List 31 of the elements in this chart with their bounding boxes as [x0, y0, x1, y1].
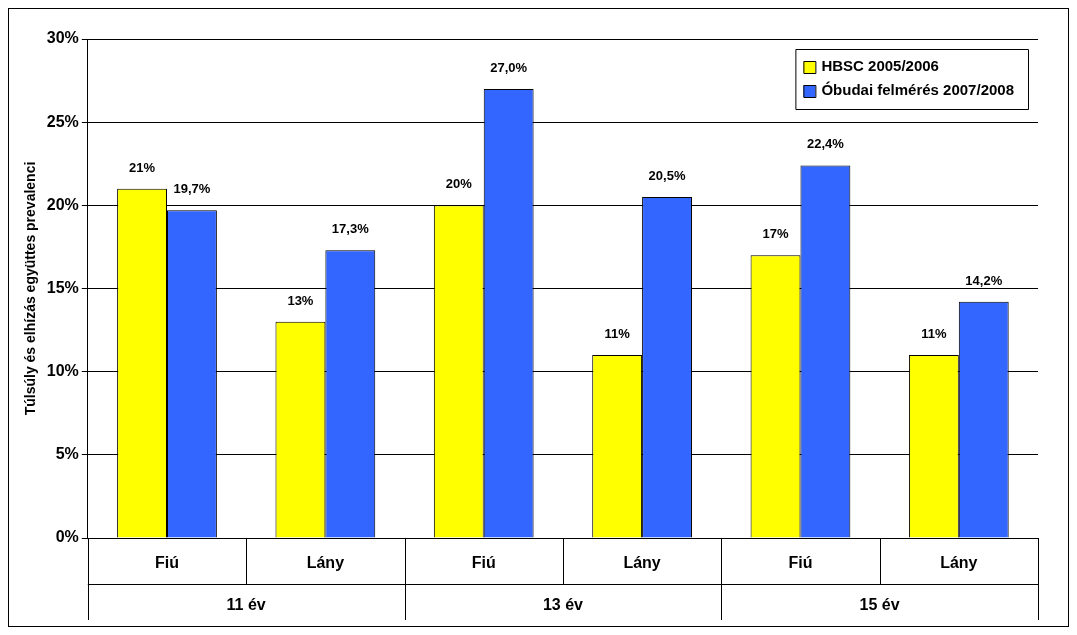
x-tick-label: Lány: [623, 554, 661, 572]
legend-label: HBSC 2005/2006: [821, 57, 939, 75]
x-tick-label: Fiú: [155, 554, 179, 572]
y-tick-label: 0%: [55, 528, 79, 546]
data-label: 14,2%: [965, 272, 1003, 288]
data-label: 17,3%: [331, 221, 370, 237]
data-label: 17%: [762, 226, 789, 242]
x-tick-label: Fiú: [788, 554, 813, 572]
data-label: 13%: [287, 292, 314, 308]
data-label: 19,7%: [173, 181, 211, 197]
data-label: 11%: [604, 326, 631, 342]
x-tick-label: Lány: [940, 554, 978, 572]
text: 13 év: [542, 596, 584, 614]
y-tick-label: 15%: [46, 278, 79, 296]
y-tick-label: 10%: [46, 362, 79, 380]
y-tick-label: 20%: [46, 195, 79, 213]
text: 15 év: [859, 596, 900, 614]
text: 11 év: [226, 596, 266, 614]
data-label: 11%: [921, 326, 947, 342]
data-label: 20%: [445, 176, 473, 192]
legend-label: Óbudai felmérés 2007/2008: [821, 81, 1015, 99]
data-label: 21%: [129, 159, 156, 175]
data-label: 22,4%: [806, 136, 845, 152]
y-tick-label: 25%: [46, 112, 79, 130]
x-tick-label: Fiú: [471, 554, 496, 572]
data-label: 27,0%: [490, 59, 528, 75]
x-tick-label: Lány: [306, 554, 345, 572]
y-tick-label: 30%: [46, 29, 79, 47]
y-axis-title: Túlsúly és elhízás együttes prevalenci: [22, 161, 39, 416]
y-tick-label: 5%: [55, 445, 79, 463]
data-label: 20,5%: [648, 168, 686, 184]
